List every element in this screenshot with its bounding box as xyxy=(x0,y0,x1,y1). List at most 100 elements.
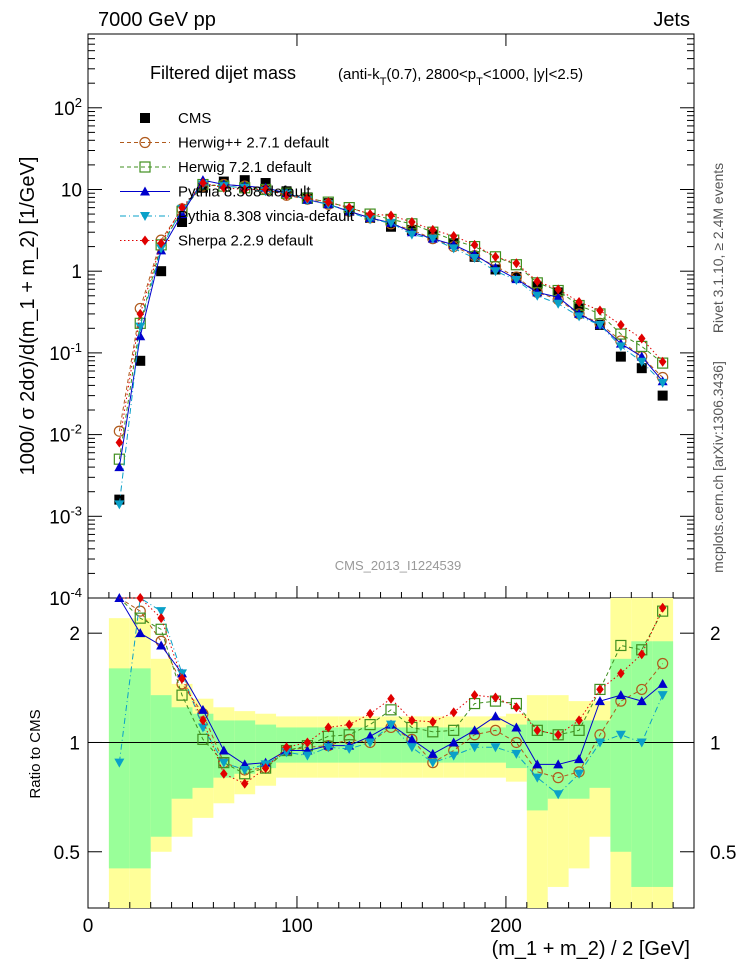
data-point-triangle-down xyxy=(448,751,459,761)
data-point-triangle-down xyxy=(406,230,417,240)
data-point-diamond xyxy=(658,356,667,367)
data-point-diamond xyxy=(345,719,353,730)
x-tick-label: 100 xyxy=(281,916,313,937)
data-point-diamond xyxy=(387,210,395,221)
data-point-circle xyxy=(510,736,522,749)
data-point-diamond xyxy=(303,193,312,204)
data-point-diamond xyxy=(554,284,562,295)
data-point-triangle-down xyxy=(448,244,459,254)
data-point-diamond xyxy=(366,209,374,220)
data-point-open-square xyxy=(197,733,209,745)
data-point-diamond xyxy=(470,239,479,250)
main-series-group xyxy=(113,175,669,510)
data-point-square xyxy=(615,351,626,362)
data-point-open-square xyxy=(343,729,355,741)
ratio-tick-label-right: 2 xyxy=(710,624,721,645)
data-point-triangle-up xyxy=(553,759,564,769)
data-point-diamond xyxy=(658,602,667,613)
green-band-bin xyxy=(505,724,527,769)
data-point-diamond xyxy=(554,729,562,740)
data-point-triangle-down xyxy=(140,212,150,221)
legend-label: CMS xyxy=(178,110,211,127)
data-point-square xyxy=(636,363,647,374)
legend-item: Pythia 8.308 vincia-default xyxy=(120,208,355,225)
data-point-diamond xyxy=(617,319,625,330)
ratio-plot-frame xyxy=(87,597,695,909)
series-sherpa-2-2-9-default xyxy=(115,178,667,448)
green-band-bin xyxy=(631,641,653,887)
chart-subtitle: (anti-kT(0.7), 2800<pT<1000, |y|<2.5) xyxy=(338,66,583,88)
data-point-open-square xyxy=(364,719,376,731)
data-point-circle xyxy=(134,605,146,617)
data-point-diamond xyxy=(596,684,604,695)
green-band-bin xyxy=(150,695,172,837)
data-point-triangle-down xyxy=(197,723,208,733)
data-point-circle xyxy=(489,724,502,736)
data-point-diamond xyxy=(449,230,458,241)
data-point-square xyxy=(239,175,250,186)
data-point-triangle-up xyxy=(365,731,376,741)
data-point-triangle-down xyxy=(574,769,585,779)
data-point-triangle-down xyxy=(323,743,334,753)
data-point-triangle-down xyxy=(427,758,438,768)
energy-label: 7000 GeV pp xyxy=(98,9,216,31)
green-band-bin xyxy=(610,658,632,852)
data-point-open-square xyxy=(615,639,627,652)
data-point-triangle-up xyxy=(553,292,564,302)
data-point-diamond xyxy=(282,742,291,753)
data-point-diamond xyxy=(303,737,312,748)
data-point-triangle-up xyxy=(469,725,480,735)
data-point-diamond xyxy=(220,768,228,779)
ratio-uncertainty-bands xyxy=(108,598,674,908)
data-point-triangle-down xyxy=(615,730,626,740)
analysis-watermark: CMS_2013_I1224539 xyxy=(335,558,462,573)
data-point-square xyxy=(140,113,150,123)
data-point-diamond xyxy=(512,258,521,269)
data-point-open-square xyxy=(385,704,397,716)
data-point-open-square xyxy=(176,689,188,701)
ratio-tick-label-left: 1 xyxy=(69,733,80,754)
data-point-triangle-down xyxy=(469,254,480,264)
x-tick-label: 200 xyxy=(490,916,522,937)
y-tick-label: 10-4 xyxy=(49,585,82,610)
y-tick-label: 1 xyxy=(71,262,82,283)
x-axis-title: (m_1 + m_2) / 2 [GeV] xyxy=(492,938,690,960)
data-point-triangle-up xyxy=(615,690,626,700)
y-tick-label: 10-2 xyxy=(49,422,82,447)
data-point-triangle-up xyxy=(135,331,146,341)
data-point-square xyxy=(657,390,668,401)
data-point-diamond xyxy=(324,722,333,733)
data-point-diamond xyxy=(491,692,500,703)
data-point-diamond xyxy=(115,437,124,448)
ratio-line xyxy=(118,597,664,775)
data-point-open-square xyxy=(139,161,151,173)
green-band-bin xyxy=(108,668,130,869)
data-point-triangle-up xyxy=(532,759,543,769)
data-point-circle xyxy=(113,425,125,437)
data-point-triangle-up xyxy=(140,186,150,196)
data-point-diamond xyxy=(408,217,416,227)
data-point-diamond xyxy=(220,182,228,193)
data-point-triangle-down xyxy=(594,320,605,330)
data-point-square xyxy=(156,266,167,277)
data-point-triangle-down xyxy=(365,215,376,225)
data-point-triangle-down xyxy=(615,342,626,352)
data-point-diamond xyxy=(345,202,353,213)
data-point-diamond xyxy=(178,673,186,684)
data-point-triangle-down xyxy=(657,691,668,701)
data-point-diamond xyxy=(240,778,249,789)
data-point-triangle-up xyxy=(574,754,585,764)
data-point-triangle-down xyxy=(574,312,585,322)
data-point-triangle-down xyxy=(511,749,522,759)
data-point-diamond xyxy=(638,333,646,344)
data-point-triangle-down xyxy=(302,751,313,761)
data-point-diamond xyxy=(240,184,249,195)
data-point-square xyxy=(114,494,125,505)
data-point-triangle-up xyxy=(427,748,438,758)
mcplots-label: mcplots.cern.ch [arXiv:1306.3436] xyxy=(710,361,726,573)
data-point-triangle-down xyxy=(344,744,355,754)
data-point-triangle-down xyxy=(156,607,167,617)
data-point-triangle-down xyxy=(469,743,480,753)
data-point-triangle-up xyxy=(657,678,668,688)
data-point-triangle-down xyxy=(594,738,605,748)
